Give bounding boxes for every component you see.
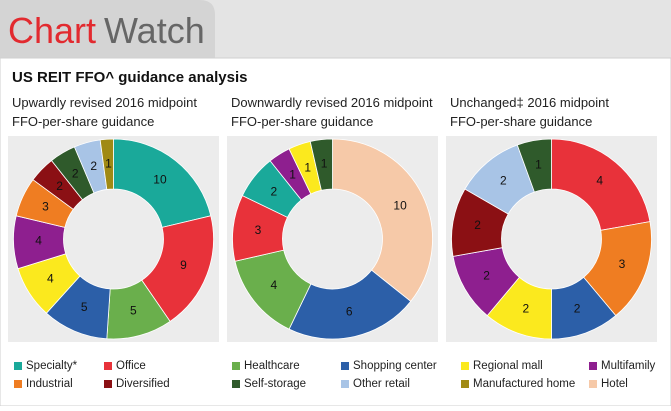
- data-label: 1: [535, 157, 542, 171]
- legend-label: Industrial: [26, 378, 73, 390]
- legend-label: Specialty*: [26, 360, 78, 372]
- data-label: 3: [42, 200, 49, 214]
- donut-chart: Downwardly revised 2016 midpoint FFO-per-…: [227, 95, 438, 342]
- header-title: Chart Watch: [8, 10, 205, 51]
- legend-label: Self-storage: [244, 378, 306, 390]
- legend-swatch: [14, 380, 22, 388]
- data-label: 1: [321, 157, 328, 171]
- legend-swatch: [589, 380, 597, 388]
- donut-slice: [332, 138, 433, 302]
- legend-swatch: [104, 380, 112, 388]
- data-label: 3: [619, 257, 626, 271]
- data-label: 2: [574, 302, 581, 316]
- donut-slice: [551, 138, 651, 231]
- donut-chart: Unchanged‡ 2016 midpoint FFO-per-share gu…: [446, 95, 657, 342]
- data-label: 1: [304, 160, 311, 174]
- chart-subtitle-line: Unchanged‡ 2016 midpoint: [450, 95, 609, 110]
- data-label: 4: [35, 234, 42, 248]
- chart-subtitle-line: Downwardly revised 2016 midpoint: [231, 95, 433, 110]
- data-label: 2: [90, 159, 97, 173]
- data-label: 2: [56, 179, 63, 193]
- legend-swatch: [104, 362, 112, 370]
- legend-label: Manufactured home: [473, 378, 575, 390]
- legend-label: Office: [116, 360, 146, 372]
- legend-label: Shopping center: [353, 360, 437, 372]
- data-label: 4: [271, 278, 278, 292]
- legend-label: Diversified: [116, 378, 170, 390]
- data-label: 5: [130, 304, 137, 318]
- data-label: 3: [255, 223, 262, 237]
- legend-label: Healthcare: [244, 360, 300, 372]
- header-tab: [0, 0, 215, 58]
- header-title-2: Watch: [104, 10, 205, 51]
- legend-swatch: [341, 380, 349, 388]
- donut-slice: [516, 138, 552, 193]
- chart-subtitle-line: FFO-per-share guidance: [450, 114, 592, 129]
- donut-slice: [309, 138, 333, 191]
- data-label: 10: [153, 172, 167, 186]
- chart-subtitle: Unchanged‡ 2016 midpoint FFO-per-share gu…: [450, 95, 609, 129]
- chart-subtitle: Upwardly revised 2016 midpoint FFO-per-sh…: [12, 95, 197, 129]
- legend-label: Hotel: [601, 378, 628, 390]
- legend: Specialty* Office Healthcare Shopping cente…: [14, 360, 656, 390]
- donut-slice: [288, 269, 412, 340]
- data-label: 1: [289, 168, 296, 182]
- donut-slice: [99, 138, 114, 190]
- charts: Upwardly revised 2016 midpoint FFO-per-sh…: [8, 95, 657, 342]
- chart-title: US REIT FFO^ guidance analysis: [12, 69, 247, 86]
- donut-chart: Upwardly revised 2016 midpoint FFO-per-sh…: [8, 95, 219, 342]
- chart-subtitle-line: FFO-per-share guidance: [231, 114, 373, 129]
- legend-swatch: [232, 362, 240, 370]
- data-label: 2: [72, 167, 79, 181]
- data-label: 4: [596, 174, 603, 188]
- legend-label: Multifamily: [601, 360, 656, 372]
- chart-subtitle-line: Upwardly revised 2016 midpoint: [12, 95, 197, 110]
- data-label: 2: [500, 174, 507, 188]
- legend-swatch: [589, 362, 597, 370]
- data-label: 2: [523, 302, 530, 316]
- data-label: 5: [81, 300, 88, 314]
- chart-subtitle: Downwardly revised 2016 midpoint FFO-per-…: [231, 95, 433, 129]
- legend-label: Other retail: [353, 378, 410, 390]
- data-label: 2: [271, 184, 278, 198]
- header-title-1: Chart: [8, 10, 96, 51]
- data-label: 10: [393, 199, 407, 213]
- data-label: 6: [346, 304, 353, 318]
- legend-swatch: [341, 362, 349, 370]
- legend-label: Regional mall: [473, 360, 543, 372]
- data-label: 4: [47, 272, 54, 286]
- legend-swatch: [14, 362, 22, 370]
- data-label: 1: [105, 156, 112, 170]
- chart-subtitle-line: FFO-per-share guidance: [12, 114, 154, 129]
- legend-swatch: [461, 362, 469, 370]
- data-label: 2: [474, 218, 481, 232]
- legend-swatch: [461, 380, 469, 388]
- donut-slice: [113, 138, 212, 228]
- legend-swatch: [232, 380, 240, 388]
- data-label: 9: [180, 258, 187, 272]
- data-label: 2: [483, 269, 490, 283]
